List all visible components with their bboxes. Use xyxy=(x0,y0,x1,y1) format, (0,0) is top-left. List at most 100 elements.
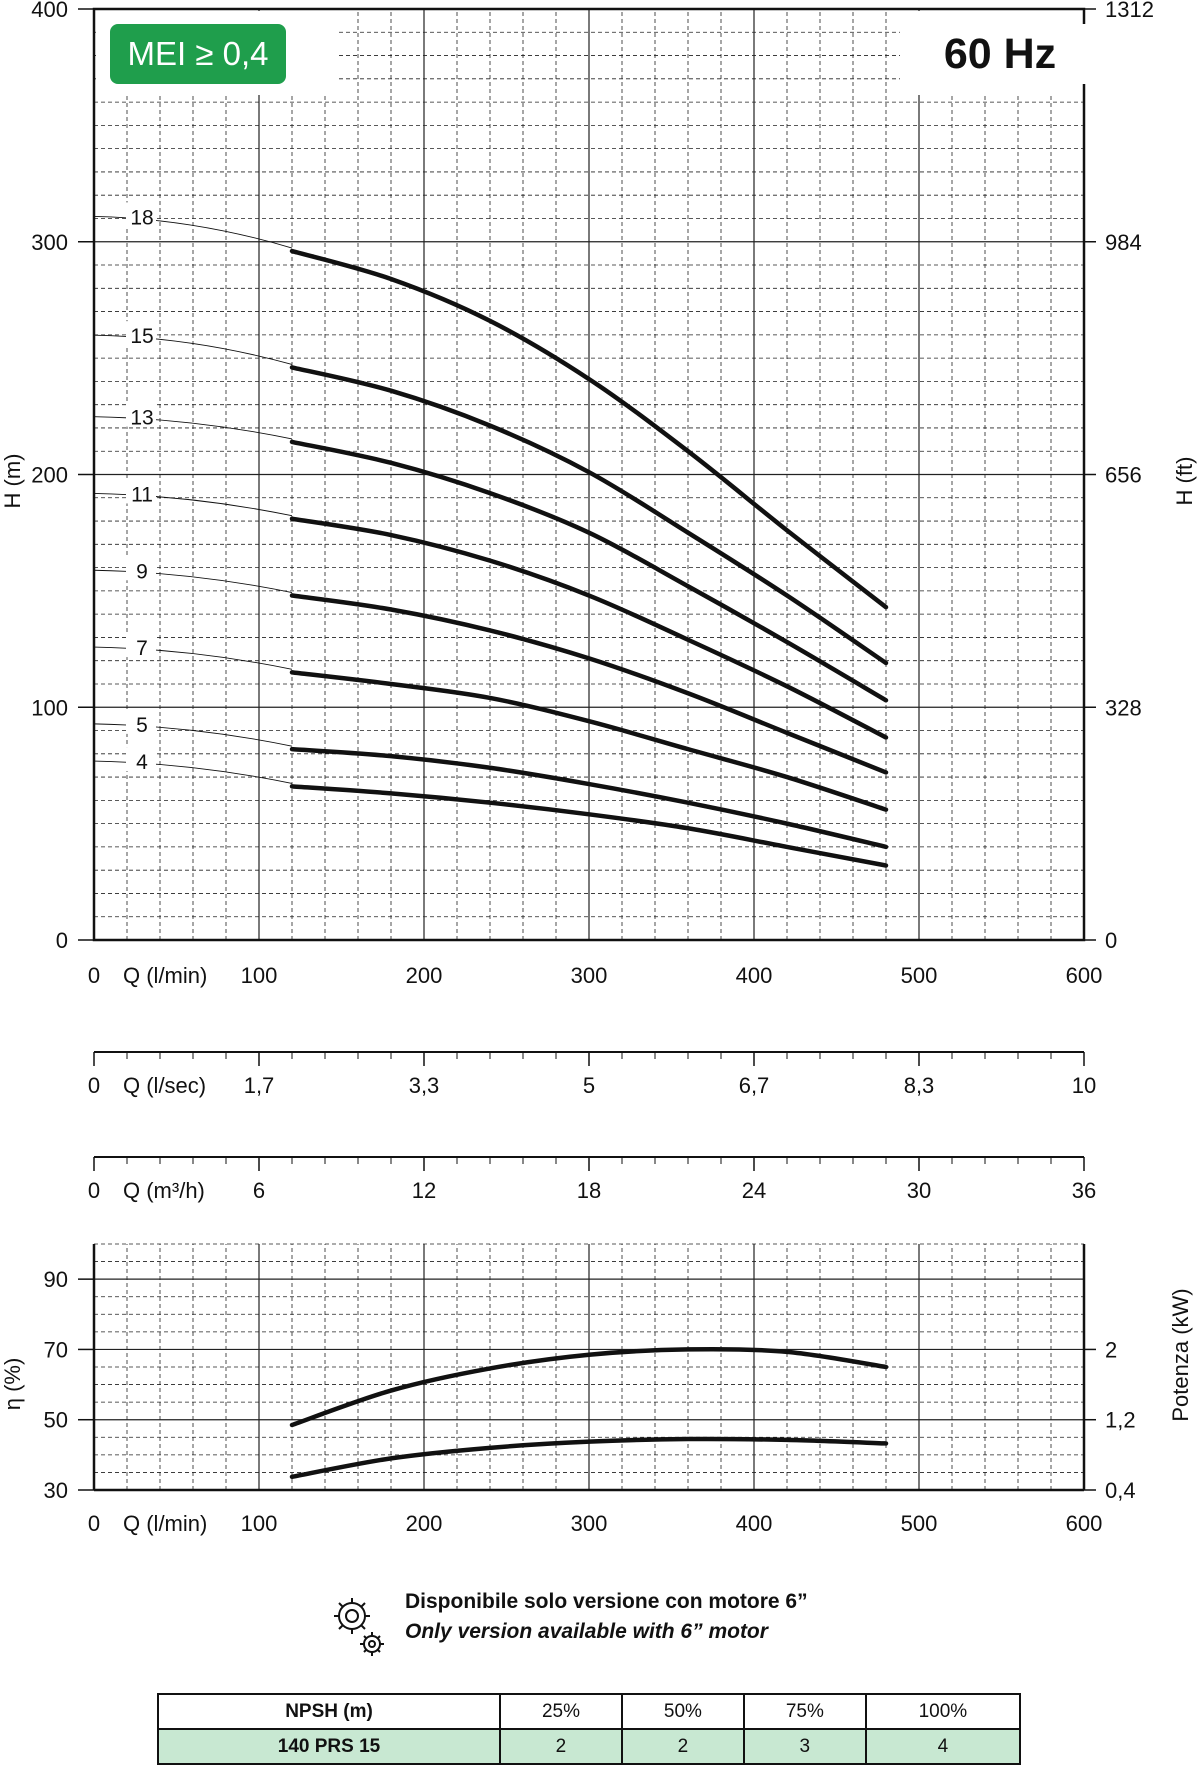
y-tick-label: 90 xyxy=(44,1267,68,1292)
x-tick-label: 500 xyxy=(901,963,938,988)
head-curve-line xyxy=(289,439,889,703)
npsh-header-cell: 50% xyxy=(620,1693,745,1730)
stage-label-bg xyxy=(126,633,156,658)
stage-leader-line xyxy=(93,334,293,365)
axis-tick-label: 0 xyxy=(88,1178,100,1203)
head-x-axis-title: Q (l/min) xyxy=(123,963,207,988)
stage-label-bg xyxy=(126,709,156,734)
x-tick-label: 600 xyxy=(1066,1511,1103,1536)
y2-tick-label: 1312 xyxy=(1105,0,1154,22)
y2-tick-label: 656 xyxy=(1105,463,1142,488)
x-tick-label: 300 xyxy=(571,963,608,988)
stage-curve-9: 9 xyxy=(93,556,889,775)
x-tick-label: 0 xyxy=(88,963,100,988)
y2-tick-label: 0,4 xyxy=(1105,1478,1136,1503)
y2-tick-label: 984 xyxy=(1105,230,1142,255)
stage-label: 15 xyxy=(130,325,153,348)
npsh-model-cell: 140 PRS 15 xyxy=(157,1728,501,1765)
y-tick-label: 30 xyxy=(44,1478,68,1503)
efficiency-power-curves xyxy=(289,1346,889,1480)
y2-tick-label: 1,2 xyxy=(1105,1408,1136,1433)
y2-tick-label: 328 xyxy=(1105,695,1142,720)
npsh-value-cell: 4 xyxy=(864,1728,1022,1765)
flow-lsec-axis: Q (l/sec) 0 1,7 3,3 5 6,7 8,3 10 xyxy=(88,1051,1096,1098)
y-tick-label: 70 xyxy=(44,1337,68,1362)
head-curve-line xyxy=(289,248,889,610)
npsh-table-row: 140 PRS 15 2 2 3 4 xyxy=(157,1728,1022,1765)
mei-badge: MEI ≥ 0,4 xyxy=(110,24,286,84)
head-curve-line xyxy=(289,784,889,868)
x-tick-label: 100 xyxy=(241,1511,278,1536)
npsh-value-cell: 3 xyxy=(742,1728,867,1765)
stage-leader-line xyxy=(93,569,293,593)
x-tick-label: 400 xyxy=(736,963,773,988)
stage-curve-15: 15 xyxy=(93,321,889,666)
x-tick-label: 0 xyxy=(88,1511,100,1536)
stage-label: 4 xyxy=(136,751,148,774)
stage-leader-line xyxy=(93,723,293,747)
eff-y-axis-title: η (%) xyxy=(0,1358,25,1411)
head-y2-axis-title: H (ft) xyxy=(1172,457,1197,506)
note-text-italian: Disponibile solo versione con motore 6” xyxy=(405,1590,808,1613)
head-curve-line xyxy=(289,746,889,850)
npsh-header-cell: NPSH (m) xyxy=(157,1693,501,1730)
stage-label-bg xyxy=(126,202,156,227)
axis-tick-label: 12 xyxy=(412,1178,436,1203)
stage-curve-4: 4 xyxy=(93,747,889,868)
y-tick-label: 0 xyxy=(56,928,68,953)
gear-icon xyxy=(334,1598,384,1656)
stage-curve-13: 13 xyxy=(93,402,889,703)
stage-curve-11: 11 xyxy=(93,479,889,740)
stage-leader-line xyxy=(93,760,293,784)
stage-label: 5 xyxy=(136,714,148,737)
stage-curve-5: 5 xyxy=(93,709,889,850)
axis-tick-label: 10 xyxy=(1072,1073,1096,1098)
stage-curve-18: 18 xyxy=(93,202,889,610)
frequency-label: 60 Hz xyxy=(900,24,1100,84)
axis-tick-label: 6 xyxy=(253,1178,265,1203)
y-tick-label: 400 xyxy=(31,0,68,22)
eff-x-axis-title: Q (l/min) xyxy=(123,1511,207,1536)
axis-tick-label: 24 xyxy=(742,1178,766,1203)
axis-tick-label: 3,3 xyxy=(409,1073,440,1098)
power-y-axis-title: Potenza (kW) xyxy=(1168,1288,1193,1421)
head-curve-line xyxy=(289,670,889,812)
x-tick-label: 500 xyxy=(901,1511,938,1536)
x-tick-label: 200 xyxy=(406,963,443,988)
power-curve xyxy=(289,1436,889,1480)
stage-label: 18 xyxy=(130,206,153,229)
axis-tick-label: 8,3 xyxy=(904,1073,935,1098)
y-tick-label: 50 xyxy=(44,1408,68,1433)
npsh-value-cell: 2 xyxy=(620,1728,745,1765)
head-curve-line xyxy=(289,593,889,775)
y2-tick-label: 2 xyxy=(1105,1337,1117,1362)
stage-label: 11 xyxy=(131,483,153,506)
m3h-axis-title: Q (m³/h) xyxy=(123,1178,205,1203)
stage-label: 9 xyxy=(136,560,148,583)
axis-tick-label: 6,7 xyxy=(739,1073,770,1098)
head-chart-axes: H (m) H (ft) Q (l/min) 0 100 200 300 400 0 328… xyxy=(0,0,1197,988)
stage-label-bg xyxy=(126,321,156,346)
head-y-axis-title: H (m) xyxy=(0,454,25,509)
y-tick-label: 100 xyxy=(31,695,68,720)
stage-label-bg xyxy=(126,556,156,581)
axis-tick-label: 5 xyxy=(583,1073,595,1098)
stage-leader-line xyxy=(93,492,293,517)
x-tick-label: 300 xyxy=(571,1511,608,1536)
stage-leader-line xyxy=(93,216,293,249)
head-curve-line xyxy=(289,365,889,666)
stage-label-bg xyxy=(126,402,156,427)
flow-m3h-axis: Q (m³/h) 0 6 12 18 24 30 36 xyxy=(88,1156,1096,1203)
stage-label: 13 xyxy=(130,407,153,430)
axis-tick-label: 18 xyxy=(577,1178,601,1203)
motor-note: Disponibile solo versione con motore 6” … xyxy=(330,1590,930,1670)
stage-label-bg xyxy=(126,747,156,772)
note-text-english: Only version available with 6” motor xyxy=(405,1620,768,1643)
y2-tick-label: 0 xyxy=(1105,928,1117,953)
x-tick-label: 400 xyxy=(736,1511,773,1536)
stage-curve-7: 7 xyxy=(93,633,889,812)
efficiency-curve xyxy=(289,1346,889,1428)
stage-label: 7 xyxy=(136,637,148,660)
head-curves: 18 15 13 11 9 7 5 4 xyxy=(93,202,889,868)
